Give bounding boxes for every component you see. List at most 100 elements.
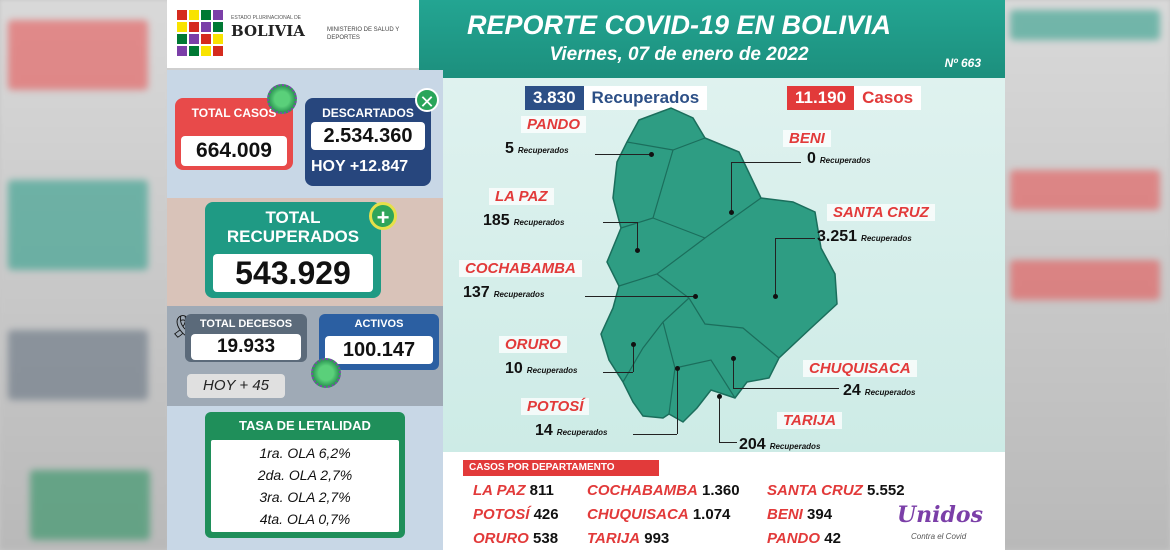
dept-name: SANTA CRUZ	[827, 204, 935, 221]
lethality-row: 1ra. OLA 6,2%	[259, 445, 351, 461]
plus-icon: +	[369, 202, 397, 230]
ministry-name: MINISTERIO DE SALUD Y DEPORTES	[327, 27, 400, 41]
map-outline	[600, 107, 838, 423]
dept-cases-row: LA PAZ 811	[473, 482, 554, 499]
discarded-label: DESCARTADOS	[322, 106, 414, 120]
coat-of-arms-logo	[177, 10, 223, 56]
daily-cases-value: 11.190	[787, 86, 855, 110]
leader-line	[595, 154, 651, 155]
discarded-value: 2.534.360	[311, 122, 425, 150]
dept-cases-row: BENI 394	[767, 506, 832, 523]
leader-line	[633, 434, 677, 435]
daily-cases-badge: 11.190 Casos	[787, 86, 922, 110]
leader-line	[719, 442, 737, 443]
daily-recovered-badge: 3.830 Recuperados	[525, 86, 708, 110]
cases-by-department-title: CASOS POR DEPARTAMENTO	[463, 460, 659, 476]
active-cases-value: 100.147	[325, 336, 433, 364]
deaths-today: HOY + 45	[187, 374, 285, 398]
dept-santa-cruz: SANTA CRUZ	[827, 204, 935, 221]
leader-line	[677, 368, 678, 434]
total-deaths-card: TOTAL DECESOS 19.933	[185, 314, 307, 362]
dept-value: 10	[505, 360, 523, 377]
dept-cases-name: TARIJA	[587, 530, 641, 547]
brand-subtitle: ESTADO PLURINACIONAL DE	[231, 15, 302, 21]
leader-line	[733, 358, 734, 388]
dept-value: 137	[463, 284, 490, 301]
total-recovered-value: 543.929	[213, 254, 373, 292]
dept-cases-row: TARIJA 993	[587, 530, 669, 547]
dept-cases-row: COCHABAMBA 1.360	[587, 482, 740, 499]
blur-block	[8, 20, 148, 90]
lethality-row: 4ta. OLA 0,7%	[259, 511, 351, 527]
dept-cases-name: COCHABAMBA	[587, 482, 698, 499]
dept-cases-value: 811	[529, 482, 554, 499]
dept-cases-value: 5.552	[867, 482, 905, 499]
dept-cases-value: 993	[644, 530, 670, 547]
close-icon: ✕	[415, 88, 439, 112]
lethality-rows: 1ra. OLA 6,2% 2da. OLA 2,7% 3ra. OLA 2,7…	[211, 440, 399, 532]
lethality-row: 2da. OLA 2,7%	[257, 467, 353, 483]
report-date: Viernes, 07 de enero de 2022	[549, 44, 809, 65]
blur-block	[1010, 260, 1160, 300]
dept-tarija-recovered: 204 Recuperados	[739, 436, 820, 454]
dept-cases-row: PANDO 42	[767, 530, 841, 547]
dept-rec-word: Recuperados	[864, 388, 916, 397]
dept-oruro-recovered: 10 Recuperados	[505, 360, 577, 378]
map-marker	[731, 356, 736, 361]
dept-cases-name: POTOSÍ	[473, 506, 530, 523]
dept-rec-word: Recuperados	[513, 218, 565, 227]
map-marker	[729, 210, 734, 215]
blurred-backdrop-left	[0, 0, 170, 550]
dept-pando: PANDO	[521, 116, 587, 133]
blur-block	[8, 180, 148, 270]
blur-block	[1010, 10, 1160, 40]
dept-la-paz: LA PAZ	[489, 188, 554, 205]
dept-cases-name: LA PAZ	[473, 482, 526, 499]
dept-rec-word: Recuperados	[517, 146, 569, 155]
lethality-rate-card: TASA DE LETALIDAD 1ra. OLA 6,2% 2da. OLA…	[205, 412, 405, 538]
map-marker	[773, 294, 778, 299]
government-header: ESTADO PLURINACIONAL DE BOLIVIA MINISTER…	[167, 0, 419, 70]
dept-potosi-recovered: 14 Recuperados	[535, 422, 607, 440]
dept-rec-word: Recuperados	[769, 442, 821, 451]
dept-name: CHUQUISACA	[803, 360, 917, 377]
dept-rec-word: Recuperados	[493, 290, 545, 299]
leader-line	[603, 372, 633, 373]
dept-cases-name: CHUQUISACA	[587, 506, 689, 523]
unidos-campaign-subtitle: Contra el Covid	[911, 532, 967, 541]
dept-cases-row: ORURO 538	[473, 530, 558, 547]
dept-la-paz-recovered: 185 Recuperados	[483, 212, 564, 230]
leader-line	[733, 388, 839, 389]
dept-value: 14	[535, 422, 553, 439]
bolivia-map	[600, 107, 838, 423]
dept-oruro: ORURO	[499, 336, 567, 353]
report-title: REPORTE COVID-19 EN BOLIVIA	[466, 10, 892, 40]
active-cases-label: ACTIVOS	[354, 318, 404, 330]
unidos-campaign-logo: Unidos	[897, 502, 983, 528]
total-deaths-value: 19.933	[191, 334, 301, 360]
dept-cases-value: 1.074	[692, 506, 731, 523]
total-cases-label: TOTAL CASOS	[191, 106, 277, 120]
leader-line	[775, 238, 776, 296]
dept-name: LA PAZ	[489, 188, 554, 205]
brand-name: BOLIVIA	[231, 22, 305, 40]
leader-line	[731, 162, 801, 163]
daily-recovered-label: Recuperados	[583, 86, 708, 110]
dept-rec-word: Recuperados	[556, 428, 608, 437]
dept-beni: BENI	[783, 130, 831, 147]
dept-name: PANDO	[521, 116, 587, 133]
dept-value: 185	[483, 212, 510, 229]
dept-potosi: POTOSÍ	[521, 398, 590, 415]
blur-block	[30, 470, 150, 540]
virus-icon	[267, 84, 297, 114]
covid-report-poster: ESTADO PLURINACIONAL DE BOLIVIA MINISTER…	[167, 0, 1005, 550]
dept-chuquisaca-recovered: 24 Recuperados	[843, 382, 915, 400]
dept-rec-word: Recuperados	[819, 156, 871, 165]
daily-recovered-value: 3.830	[525, 86, 584, 110]
total-cases-value: 664.009	[181, 136, 287, 166]
discarded-card: DESCARTADOS 2.534.360 HOY +12.847	[305, 98, 431, 186]
dept-name: ORURO	[499, 336, 567, 353]
totals-panel: TOTAL CASOS 664.009 DESCARTADOS 2.534.36…	[167, 70, 443, 550]
dept-cases-name: BENI	[767, 506, 803, 523]
dept-cases-row: POTOSÍ 426	[473, 506, 559, 523]
